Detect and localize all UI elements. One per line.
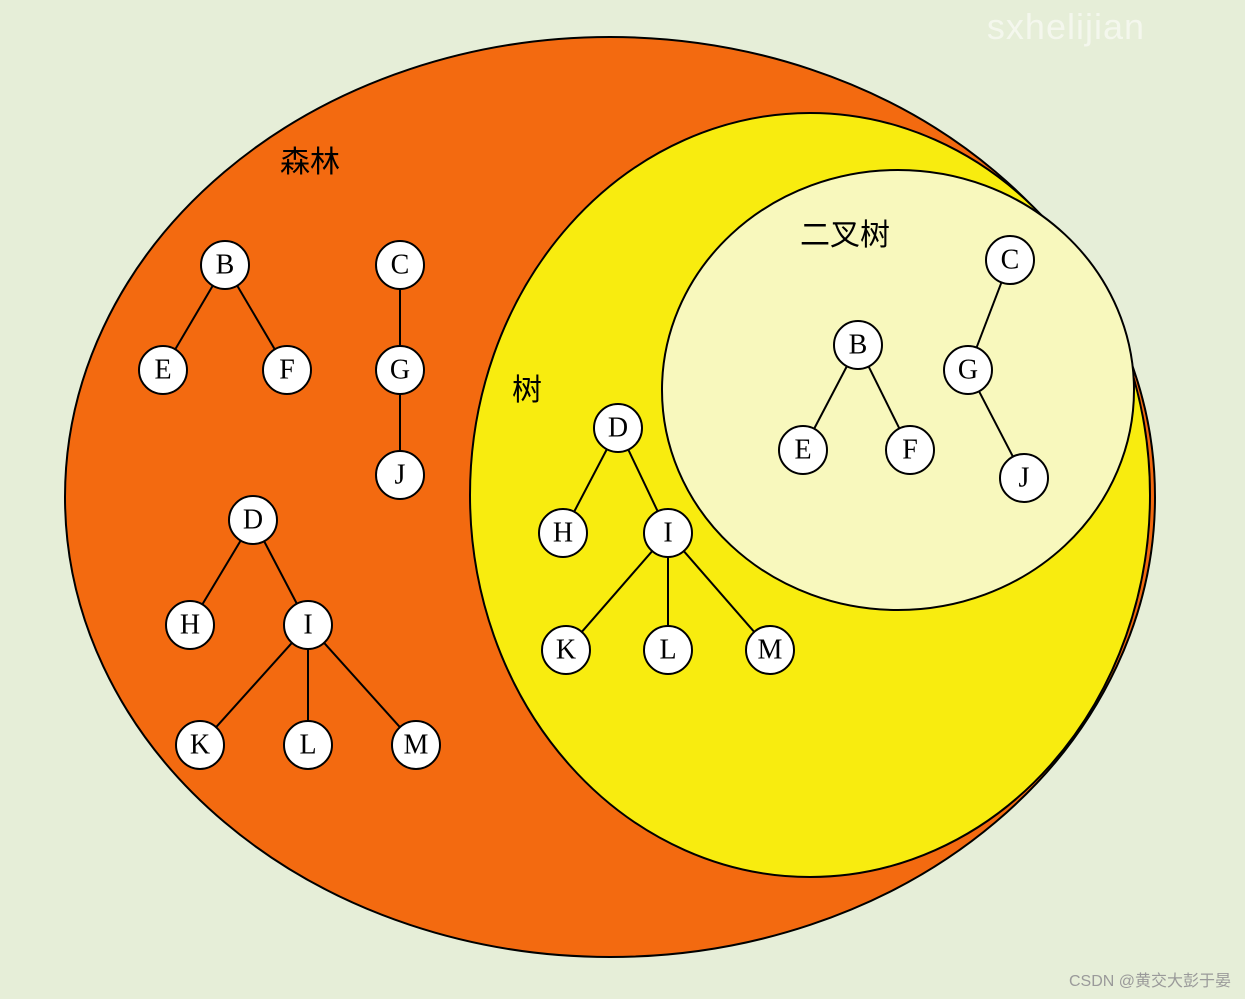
- tree-node: B: [834, 321, 882, 369]
- tree-node: D: [229, 496, 277, 544]
- region-label-tree: 树: [512, 374, 542, 407]
- tree-node: I: [644, 509, 692, 557]
- tree-node: E: [779, 426, 827, 474]
- diagram-svg: 森林树 二叉树 B E F C G J D H I K L M D H I K L M B E F C G J: [0, 0, 1245, 999]
- tree-node-label: D: [243, 505, 263, 536]
- tree-node-label: L: [299, 730, 316, 761]
- tree-node: F: [263, 346, 311, 394]
- tree-node-label: E: [794, 435, 811, 466]
- tree-node: C: [986, 236, 1034, 284]
- region-label-binary: 二叉树: [800, 219, 890, 252]
- tree-node: M: [392, 721, 440, 769]
- tree-node-label: J: [1019, 463, 1030, 494]
- tree-node-label: H: [180, 610, 200, 641]
- tree-node: J: [376, 451, 424, 499]
- tree-group-forest_C: C G J: [376, 241, 424, 499]
- tree-node: B: [201, 241, 249, 289]
- tree-node-label: D: [608, 413, 628, 444]
- tree-node-label: G: [390, 355, 410, 386]
- tree-node: C: [376, 241, 424, 289]
- tree-node-label: K: [556, 635, 576, 666]
- watermark-top: sxhelijian: [987, 6, 1145, 48]
- tree-node-label: F: [279, 355, 295, 386]
- tree-node-label: G: [958, 355, 978, 386]
- tree-node-label: L: [659, 635, 676, 666]
- tree-node-label: F: [902, 435, 918, 466]
- tree-node-label: M: [404, 730, 429, 761]
- tree-node: G: [944, 346, 992, 394]
- tree-node: K: [542, 626, 590, 674]
- tree-node: H: [539, 509, 587, 557]
- tree-node: L: [284, 721, 332, 769]
- tree-node: K: [176, 721, 224, 769]
- region-label-forest: 森林: [280, 146, 340, 179]
- tree-node-label: K: [190, 730, 210, 761]
- tree-node: H: [166, 601, 214, 649]
- tree-node: D: [594, 404, 642, 452]
- tree-node-label: C: [1001, 245, 1020, 276]
- tree-node-label: B: [216, 250, 235, 281]
- tree-node: G: [376, 346, 424, 394]
- venn-ellipse-binary: [662, 170, 1134, 610]
- tree-node-label: E: [154, 355, 171, 386]
- tree-node-label: I: [303, 610, 312, 641]
- diagram-stage: 森林树 二叉树 B E F C G J D H I K L M D H I K L M B E F C G J sxhelijia…: [0, 0, 1245, 999]
- tree-node-label: I: [663, 518, 672, 549]
- tree-node-label: M: [758, 635, 783, 666]
- watermark-bottom: CSDN @黄交大彭于晏: [1069, 967, 1231, 991]
- tree-node: M: [746, 626, 794, 674]
- tree-node: J: [1000, 454, 1048, 502]
- tree-node: F: [886, 426, 934, 474]
- tree-node-label: B: [849, 330, 868, 361]
- tree-node: I: [284, 601, 332, 649]
- tree-node: E: [139, 346, 187, 394]
- tree-node-label: J: [395, 460, 406, 491]
- tree-node-label: H: [553, 518, 573, 549]
- tree-node: L: [644, 626, 692, 674]
- tree-node-label: C: [391, 250, 410, 281]
